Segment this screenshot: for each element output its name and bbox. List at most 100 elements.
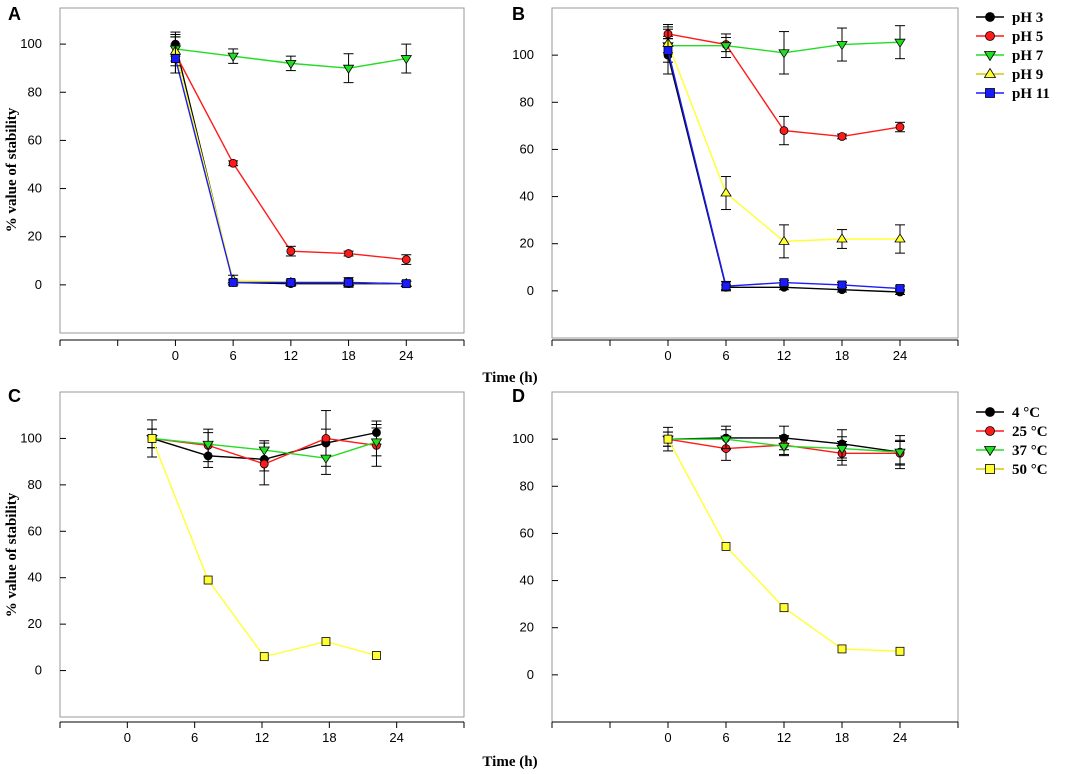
- data-point: [372, 651, 381, 660]
- series-37-c: [146, 427, 383, 475]
- panel-b-frame: [551, 7, 959, 339]
- legend-ph: pH 3 pH 5 pH 7 pH 9 pH 11: [976, 10, 1050, 102]
- data-point: [228, 278, 238, 287]
- data-point: [171, 54, 180, 63]
- data-point: [321, 434, 331, 443]
- panel-c-plot: 0 20 40 60 80 100 0 6 12 18 24: [20, 410, 465, 745]
- y-tick-label: 80: [520, 94, 534, 109]
- legend-label: pH 11: [1012, 86, 1050, 102]
- legend-label: 50 °C: [1012, 462, 1048, 478]
- x-tick-label: 0: [664, 730, 671, 745]
- y-tick-label: 100: [512, 47, 534, 62]
- x-tick-label: 18: [322, 730, 336, 745]
- data-point: [779, 126, 789, 135]
- data-point: [836, 233, 848, 243]
- x-tick-label: 6: [230, 348, 237, 363]
- legend-marker: [985, 88, 995, 98]
- data-point: [721, 541, 731, 551]
- data-point: [663, 434, 673, 444]
- data-point: [837, 280, 847, 290]
- x-tick-label: 18: [341, 348, 355, 363]
- data-point: [259, 652, 269, 662]
- legend-marker: [985, 426, 995, 436]
- x-tick-label: 0: [172, 348, 179, 363]
- legend-entry: 37 °C: [976, 443, 1048, 459]
- y-tick-label: 0: [35, 277, 42, 292]
- x-tick-label: 24: [893, 730, 907, 745]
- panel-letter-b: B: [512, 4, 525, 24]
- x-axis-title-top: Time (h): [482, 370, 537, 386]
- data-point: [779, 278, 789, 288]
- data-point: [344, 249, 353, 258]
- x-tick-label: 6: [722, 730, 729, 745]
- x-tick-label: 0: [664, 348, 671, 363]
- y-tick-label: 40: [28, 570, 42, 585]
- y-tick-label: 40: [28, 181, 42, 196]
- data-point: [285, 59, 297, 70]
- data-point: [400, 55, 413, 65]
- panel-a-plot: 0 20 40 60 80 100 0 6 12 18 24: [20, 31, 465, 363]
- series-line: [174, 53, 407, 261]
- data-point: [778, 442, 790, 452]
- data-point: [286, 278, 296, 287]
- legend-entry: 4 °C: [976, 405, 1040, 421]
- legend-label: pH 9: [1012, 67, 1043, 83]
- y-tick-label: 80: [520, 478, 534, 493]
- data-point: [370, 438, 383, 448]
- data-point: [721, 281, 731, 291]
- legend-entry: 50 °C: [976, 462, 1048, 478]
- x-tick-label: 18: [835, 730, 849, 745]
- y-axis-title-a: % value of stability: [4, 107, 20, 232]
- series-ph-7: [169, 36, 413, 84]
- data-point: [401, 279, 411, 289]
- data-point: [895, 646, 905, 656]
- legend-entry: pH 11: [976, 86, 1050, 102]
- legend-marker: [983, 446, 997, 457]
- data-point: [894, 233, 906, 243]
- panel-c: C 0 20 40 60 80 100 0 6 12 18 24: [8, 386, 465, 745]
- data-point: [894, 448, 906, 458]
- data-point: [344, 278, 353, 287]
- panel-c-frame: [59, 391, 465, 718]
- y-tick-label: 60: [28, 132, 42, 147]
- series-ph-7: [662, 25, 906, 75]
- panel-a-frame: [59, 7, 465, 334]
- legend-entry: pH 3: [976, 10, 1043, 26]
- data-point: [778, 235, 790, 245]
- x-tick-label: 12: [255, 730, 269, 745]
- y-tick-label: 0: [527, 283, 534, 298]
- data-point: [778, 49, 790, 59]
- legend-marker: [985, 464, 995, 474]
- y-tick-label: 80: [28, 477, 42, 492]
- data-point: [894, 38, 906, 48]
- legend-label: pH 3: [1012, 10, 1043, 26]
- legend-marker: [985, 407, 995, 417]
- panel-d-plot: 0 20 40 60 80 100 0 6 12 18 24: [512, 425, 959, 745]
- panel-letter-a: A: [8, 4, 21, 24]
- y-tick-label: 40: [520, 189, 534, 204]
- y-tick-label: 60: [520, 525, 534, 540]
- x-tick-label: 12: [777, 730, 791, 745]
- data-point: [720, 42, 732, 52]
- data-point: [342, 64, 355, 74]
- series-ph-11: [663, 26, 905, 293]
- x-tick-label: 18: [835, 348, 849, 363]
- legend-entry: pH 5: [976, 29, 1043, 45]
- data-point: [779, 603, 789, 613]
- y-tick-label: 100: [20, 36, 42, 51]
- y-tick-label: 0: [35, 663, 42, 678]
- legend-marker: [985, 31, 995, 41]
- x-axis-title-bottom: Time (h): [482, 754, 537, 770]
- legend-label: 37 °C: [1012, 443, 1048, 459]
- data-point: [720, 435, 732, 445]
- data-point: [203, 575, 213, 585]
- data-point: [837, 644, 847, 654]
- data-point: [663, 46, 673, 55]
- panel-letter-d: D: [512, 386, 525, 406]
- y-tick-label: 60: [520, 141, 534, 156]
- panel-letter-c: C: [8, 386, 21, 406]
- legend-marker: [985, 12, 995, 22]
- series-ph-11: [170, 43, 412, 289]
- series-50-c: [663, 434, 905, 656]
